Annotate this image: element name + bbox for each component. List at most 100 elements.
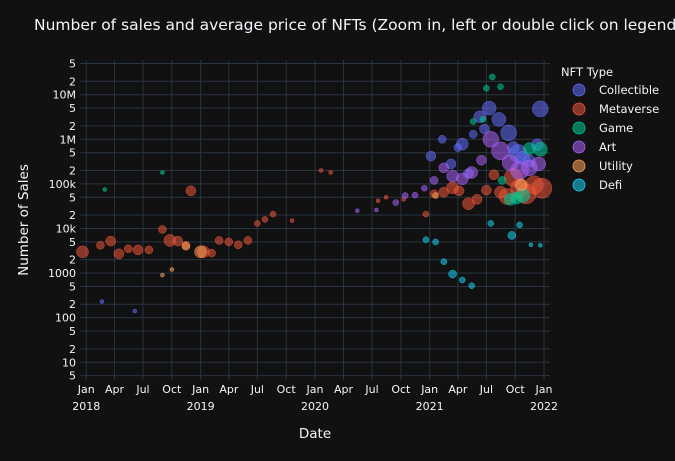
data-point[interactable]: [243, 236, 253, 245]
data-point[interactable]: [489, 73, 496, 81]
data-point[interactable]: [102, 187, 108, 192]
data-point[interactable]: [96, 241, 105, 250]
data-point[interactable]: [479, 116, 487, 123]
data-point[interactable]: [497, 176, 507, 185]
data-point[interactable]: [469, 118, 477, 125]
y-tick-label: 10k: [56, 222, 77, 235]
data-point[interactable]: [491, 112, 507, 127]
data-point[interactable]: [425, 150, 437, 162]
data-point[interactable]: [500, 124, 517, 142]
data-point[interactable]: [269, 210, 277, 218]
data-point[interactable]: [465, 166, 478, 179]
legend-item-art[interactable]: Art: [572, 140, 617, 154]
data-point[interactable]: [516, 221, 523, 229]
x-tick-year-label: 2020: [301, 400, 329, 413]
data-point[interactable]: [214, 236, 224, 245]
x-tick-label: Jul: [135, 383, 149, 396]
data-point[interactable]: [448, 269, 457, 279]
data-point[interactable]: [437, 135, 447, 144]
series-defi: [422, 220, 543, 289]
data-point[interactable]: [318, 168, 324, 173]
y-tick-label: 5: [69, 147, 76, 160]
legend-item-defi[interactable]: Defi: [572, 178, 622, 192]
data-point[interactable]: [538, 243, 543, 248]
data-point[interactable]: [468, 129, 478, 139]
legend-item-metaverse[interactable]: Metaverse: [572, 102, 659, 116]
data-point[interactable]: [531, 177, 553, 199]
data-point[interactable]: [531, 156, 546, 172]
x-tick-year-label: 2021: [416, 400, 444, 413]
legend-item-utility[interactable]: Utility: [572, 159, 633, 173]
data-point[interactable]: [392, 199, 400, 206]
data-point[interactable]: [471, 194, 483, 205]
data-point[interactable]: [497, 83, 504, 91]
data-point[interactable]: [476, 154, 487, 166]
x-tick-label: Oct: [277, 383, 297, 396]
data-points: [76, 73, 553, 314]
y-tick-label: 5: [69, 325, 76, 338]
data-point[interactable]: [160, 170, 165, 175]
data-point[interactable]: [76, 245, 89, 259]
legend-item-collectible[interactable]: Collectible: [572, 83, 659, 97]
data-point[interactable]: [374, 207, 379, 213]
data-point[interactable]: [514, 178, 528, 192]
data-point[interactable]: [254, 220, 261, 227]
data-point[interactable]: [169, 267, 175, 272]
data-point[interactable]: [113, 248, 125, 260]
data-point[interactable]: [289, 218, 295, 223]
data-point[interactable]: [422, 236, 430, 243]
data-point[interactable]: [440, 258, 448, 265]
legend-item-game[interactable]: Game: [572, 121, 633, 135]
data-point[interactable]: [481, 184, 492, 196]
data-point[interactable]: [487, 220, 495, 227]
data-point[interactable]: [459, 276, 466, 284]
data-point[interactable]: [124, 244, 133, 254]
data-point[interactable]: [185, 185, 197, 197]
data-point[interactable]: [233, 240, 243, 250]
data-point[interactable]: [481, 100, 497, 116]
data-point[interactable]: [383, 195, 389, 200]
data-point[interactable]: [488, 169, 500, 181]
x-tick-label: Apr: [334, 383, 354, 396]
data-point[interactable]: [181, 241, 191, 251]
data-point[interactable]: [172, 235, 184, 247]
data-point[interactable]: [328, 170, 333, 175]
data-point[interactable]: [144, 245, 154, 255]
data-point[interactable]: [421, 184, 428, 192]
data-point[interactable]: [224, 237, 234, 247]
data-point[interactable]: [453, 185, 465, 197]
data-point[interactable]: [401, 192, 409, 199]
data-point[interactable]: [456, 137, 469, 151]
data-point[interactable]: [491, 141, 510, 161]
data-point[interactable]: [411, 191, 419, 199]
data-point[interactable]: [158, 225, 167, 234]
data-point[interactable]: [528, 242, 534, 248]
data-point[interactable]: [207, 248, 216, 258]
data-point[interactable]: [456, 172, 469, 186]
data-point[interactable]: [482, 131, 500, 148]
data-point[interactable]: [132, 308, 138, 314]
data-point[interactable]: [105, 235, 116, 247]
data-point[interactable]: [355, 208, 360, 213]
data-point[interactable]: [533, 141, 548, 157]
data-point[interactable]: [532, 100, 549, 118]
data-point[interactable]: [422, 210, 430, 218]
data-point[interactable]: [99, 299, 105, 304]
data-point[interactable]: [507, 231, 517, 240]
data-point[interactable]: [194, 245, 207, 259]
data-point[interactable]: [468, 282, 475, 289]
data-point[interactable]: [483, 84, 490, 92]
legend-label: Art: [599, 140, 617, 154]
x-tick-year-label: 2019: [187, 400, 215, 413]
data-point[interactable]: [438, 162, 450, 174]
data-point[interactable]: [432, 238, 439, 246]
data-point[interactable]: [261, 216, 269, 223]
data-point[interactable]: [375, 198, 381, 203]
y-tick-label: 10: [62, 356, 76, 369]
data-point[interactable]: [432, 192, 439, 199]
data-point[interactable]: [429, 176, 439, 185]
data-point[interactable]: [132, 244, 144, 256]
data-point[interactable]: [160, 272, 165, 278]
y-tick-label: 5: [69, 280, 76, 293]
legend-marker-icon: [572, 140, 586, 154]
